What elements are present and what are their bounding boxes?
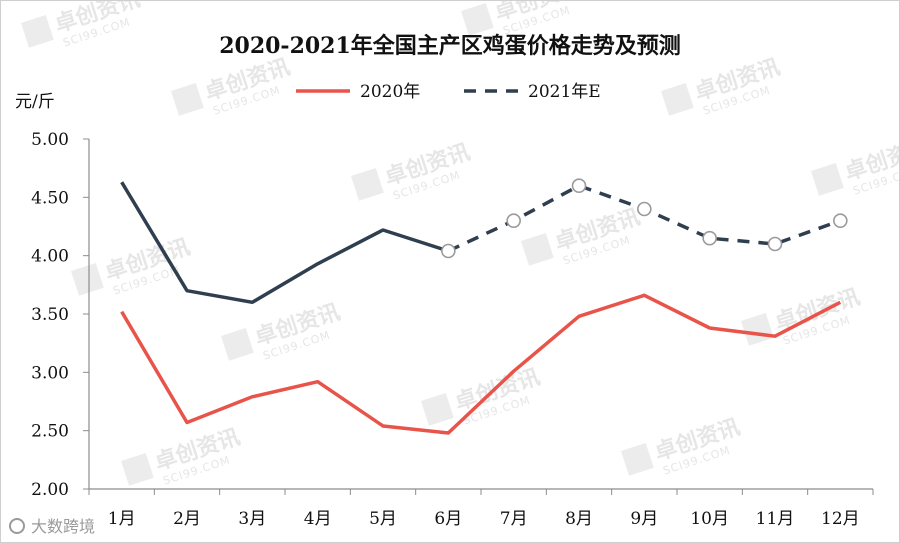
chart-title: 2020-2021年全国主产区鸡蛋价格走势及预测 xyxy=(219,33,681,59)
x-tick-label: 9月 xyxy=(630,509,658,529)
series-point-marker xyxy=(441,243,456,259)
watermark-logo-icon xyxy=(121,452,154,486)
series-point-marker xyxy=(833,213,848,228)
y-axis-unit-label: 元/斤 xyxy=(15,92,55,112)
y-axis-ticks: 2.00 2.50 3.00 3.50 4.00 4.50 5.00 xyxy=(31,130,89,500)
series-line xyxy=(120,293,842,435)
y-tick-label: 4.50 xyxy=(31,188,69,208)
x-tick-label: 7月 xyxy=(500,509,528,529)
y-tick-label: 4.00 xyxy=(31,247,69,267)
x-tick-label: 3月 xyxy=(238,509,266,529)
watermark-logo-icon xyxy=(421,392,454,426)
series-layer xyxy=(120,178,848,435)
x-tick-label: 12月 xyxy=(821,509,860,529)
series-point-marker xyxy=(506,213,521,228)
watermark-logo-icon xyxy=(811,162,844,196)
series-point-marker xyxy=(571,178,587,193)
x-tick-label: 4月 xyxy=(304,509,332,529)
watermark-logo-icon xyxy=(71,262,104,296)
series-point-marker xyxy=(637,201,652,217)
corner-watermark-text: 大数跨境 xyxy=(31,517,95,536)
legend-label: 2021年E xyxy=(528,82,601,102)
y-tick-label: 2.00 xyxy=(31,480,69,500)
y-tick-label: 3.50 xyxy=(31,305,69,325)
series-line-solid xyxy=(120,181,449,305)
y-tick-label: 3.00 xyxy=(31,363,69,383)
x-tick-label: 2月 xyxy=(173,509,201,529)
watermark-logo-icon xyxy=(351,167,384,201)
x-tick-label: 1月 xyxy=(108,509,136,529)
watermark-logo-icon xyxy=(661,82,694,116)
x-tick-label: 10月 xyxy=(690,509,729,529)
corner-logo: 大数跨境 xyxy=(9,517,95,536)
series-point-marker xyxy=(702,230,717,246)
watermark-logo-icon xyxy=(741,312,774,346)
watermark-logo-icon xyxy=(461,2,494,36)
watermark-logo-icon xyxy=(621,442,654,476)
x-tick-label: 6月 xyxy=(434,509,462,529)
x-tick-label: 8月 xyxy=(565,509,593,529)
x-axis-ticks: 1月 2月 3月 4月 5月 6月 7月 8月 9月 10月 11月 12月 xyxy=(88,489,874,529)
y-tick-label: 5.00 xyxy=(31,130,69,150)
corner-logo-icon xyxy=(9,518,25,534)
legend-label: 2020年 xyxy=(360,82,420,102)
y-tick-label: 2.50 xyxy=(31,422,69,442)
watermark-logo-icon xyxy=(521,232,554,266)
x-tick-label: 11月 xyxy=(756,509,795,529)
series-point-marker xyxy=(767,236,783,252)
watermark-logo-icon xyxy=(21,14,54,48)
watermark-logo-icon xyxy=(221,327,254,361)
chart-legend: 2020年 2021年E xyxy=(296,82,601,102)
x-tick-label: 5月 xyxy=(369,509,397,529)
watermark-logo-icon xyxy=(171,82,204,116)
